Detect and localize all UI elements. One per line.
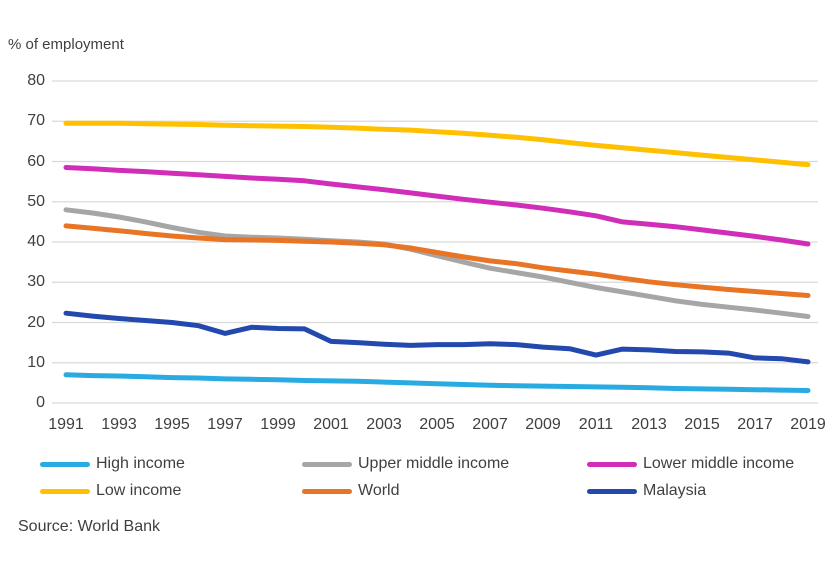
legend-item-low-income: Low income [40, 481, 181, 501]
legend-label-high-income: High income [96, 455, 185, 472]
legend-item-malaysia: Malaysia [587, 481, 706, 501]
line-upper-middle-income [63, 207, 811, 319]
x-tick-label-2015: 2015 [684, 416, 720, 433]
legend-label-lower-middle-income: Lower middle income [643, 455, 795, 472]
x-tick-label-2009: 2009 [525, 416, 561, 433]
y-tick-label-20: 20 [27, 313, 45, 331]
x-tick-label-1993: 1993 [101, 416, 137, 433]
y-tick-label-10: 10 [27, 353, 45, 371]
y-axis-unit-label: % of employment [8, 36, 124, 53]
x-tick-label-2007: 2007 [472, 416, 508, 433]
y-tick-label-40: 40 [27, 233, 45, 250]
legend-swatch-low-income [40, 488, 90, 494]
legend-item-lower-middle-income: Lower middle income [587, 454, 794, 474]
legend-item-world: World [302, 481, 400, 501]
y-tick-label-30: 30 [27, 273, 45, 291]
legend-swatch-lower-middle-income [587, 461, 637, 467]
x-tick-label-1999: 1999 [260, 416, 296, 433]
line-malaysia [63, 310, 811, 365]
legend-swatch-world [302, 488, 352, 494]
line-lower-middle-income [63, 165, 811, 247]
x-tick-label-1995: 1995 [154, 416, 190, 433]
legend-swatch-high-income [40, 461, 90, 467]
legend-swatch-malaysia [587, 488, 637, 494]
legend-item-upper-middle-income: Upper middle income [302, 454, 509, 474]
y-tick-label-50: 50 [27, 192, 45, 210]
line-low-income [63, 120, 811, 168]
y-tick-label-0: 0 [36, 394, 45, 411]
legend-item-high-income: High income [40, 454, 185, 474]
x-tick-label-2019: 2019 [790, 416, 826, 433]
y-tick-label-80: 80 [27, 72, 45, 89]
x-tick-label-2001: 2001 [313, 416, 349, 433]
legend-label-upper-middle-income: Upper middle income [358, 455, 510, 472]
x-tick-label-2011: 2011 [578, 416, 614, 433]
legend-label-low-income: Low income [96, 482, 182, 499]
line-high-income [63, 372, 811, 393]
x-tick-label-2003: 2003 [366, 416, 402, 433]
x-tick-label-1991: 1991 [48, 416, 84, 433]
y-tick-label-60: 60 [27, 152, 45, 170]
x-tick-label-2013: 2013 [631, 416, 667, 433]
line-world [63, 223, 811, 298]
legend-swatch-upper-middle-income [302, 461, 352, 467]
x-tick-label-1997: 1997 [207, 416, 243, 433]
legend-label-world: World [358, 482, 400, 499]
x-tick-label-2017: 2017 [737, 416, 773, 433]
x-tick-label-2005: 2005 [419, 416, 455, 433]
source-credit: Source: World Bank [18, 518, 160, 535]
y-tick-label-70: 70 [27, 112, 45, 130]
legend-label-malaysia: Malaysia [643, 482, 707, 499]
